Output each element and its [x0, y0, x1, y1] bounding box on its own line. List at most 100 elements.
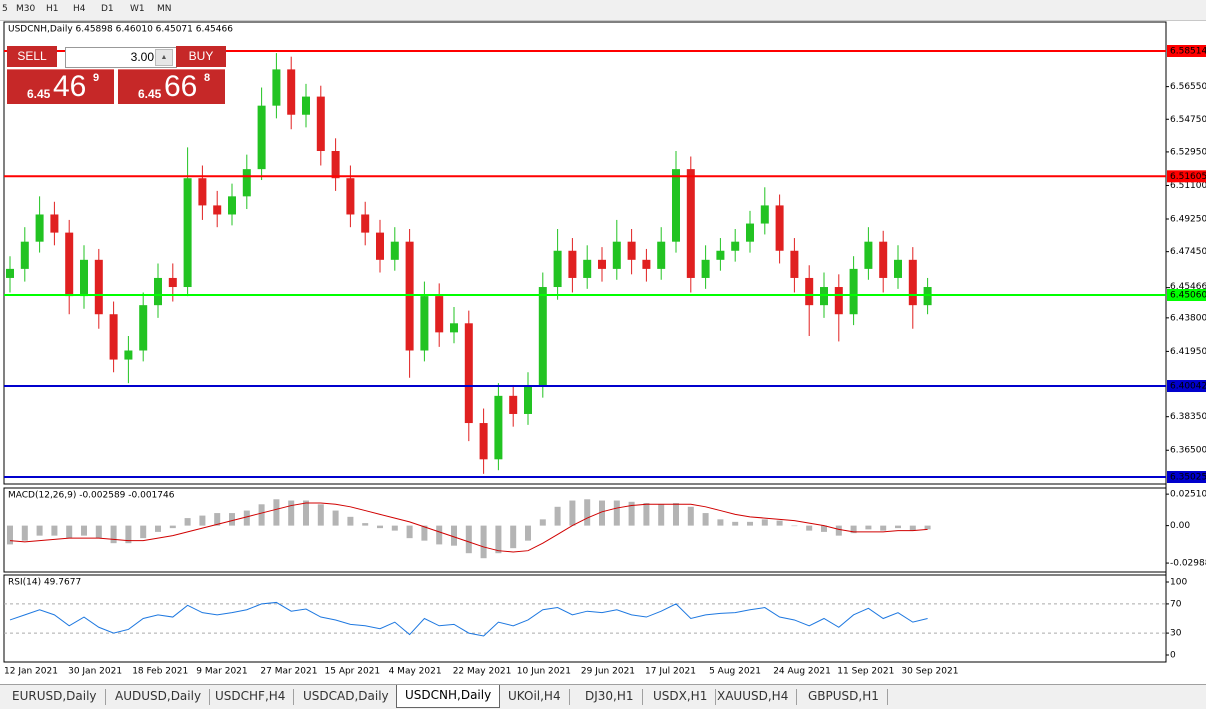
level-tag: [1167, 170, 1206, 183]
macd-bar: [850, 525, 857, 534]
macd-bar: [377, 525, 383, 529]
level-tag: [1167, 380, 1206, 393]
chart-tab[interactable]: USDCNH,Daily: [396, 685, 501, 708]
candle-body: [124, 350, 133, 360]
candle-body: [331, 151, 340, 179]
level-label: 6.45060: [1170, 291, 1206, 301]
price-pips: 46: [53, 70, 87, 103]
sell-button[interactable]: SELL: [7, 46, 57, 67]
macd-bar: [643, 503, 650, 526]
volume: 3.00: [130, 50, 154, 64]
timeframe-button[interactable]: W1: [130, 4, 145, 14]
macd-bar: [895, 525, 901, 529]
buy-price[interactable]: 6.45 66 8: [118, 69, 225, 104]
macd-bar: [732, 521, 739, 526]
macd-bar: [273, 499, 280, 526]
signal-line: [9, 502, 928, 553]
macd-bar: [7, 525, 13, 545]
macd-bar: [214, 513, 221, 526]
timeframe-button[interactable]: D1: [101, 4, 114, 14]
candle-body: [228, 196, 236, 215]
macd-bar: [110, 525, 117, 544]
timeframe-button[interactable]: H1: [46, 4, 59, 14]
y-tick-label: 6.38350: [1170, 412, 1206, 422]
candle-body: [6, 268, 14, 278]
level-tag: [1167, 289, 1206, 302]
chart-tab[interactable]: USDX,H1: [645, 689, 717, 705]
y-tick-label: 6.51100: [1170, 181, 1206, 191]
chart-tab[interactable]: AUDUSD,Daily: [107, 689, 211, 705]
candle-body: [361, 214, 370, 233]
candle-body: [257, 105, 266, 170]
macd-bar: [362, 523, 369, 526]
macd-bar: [81, 525, 87, 536]
candle-body: [627, 241, 636, 260]
macd-bar: [747, 521, 753, 526]
macd-bar: [776, 520, 783, 526]
chart-tab[interactable]: GBPUSD,H1: [800, 689, 888, 705]
chart-tab[interactable]: UKOil,H4: [500, 689, 570, 705]
macd-bar: [539, 519, 546, 526]
macd-bar: [21, 525, 28, 541]
chart-tab[interactable]: EURUSD,Daily: [4, 689, 106, 705]
pane-title: USDCNH,Daily 6.45898 6.46010 6.45071 6.4…: [8, 25, 233, 35]
x-tick-label: 4 May 2021: [389, 667, 442, 677]
candle-body: [479, 423, 488, 460]
rsi-line: [9, 601, 928, 637]
candle-body: [598, 259, 606, 269]
timeframe-button[interactable]: 5: [2, 4, 8, 14]
macd-bar: [599, 500, 605, 526]
candle-body: [272, 69, 281, 106]
y-tick-label: 6.49250: [1170, 215, 1206, 225]
chart-tab[interactable]: USDCAD,Daily: [295, 689, 398, 705]
candle-body: [346, 178, 355, 215]
y-tick-label: 6.52950: [1170, 147, 1206, 157]
level-tag: [1167, 44, 1206, 57]
macd-bar: [495, 525, 502, 554]
candle-body: [642, 259, 651, 269]
candle-body: [464, 323, 473, 424]
macd-bar: [451, 525, 457, 546]
sell-price[interactable]: 6.45 46 9: [7, 69, 114, 104]
macd-bar: [406, 525, 413, 539]
candle-body: [657, 241, 666, 269]
candle-body: [316, 96, 325, 152]
timeframe-button[interactable]: MN: [157, 4, 172, 14]
chart-tab[interactable]: USDCHF,H4: [207, 689, 295, 705]
y-tick-label: -0.02988: [1170, 559, 1206, 569]
candle-body: [94, 259, 103, 315]
candle-body: [923, 287, 932, 306]
candle-body: [805, 277, 814, 306]
chart-tab[interactable]: XAUUSD,H4: [709, 689, 798, 705]
volume-up[interactable]: ▲: [155, 49, 173, 66]
level-label: 6.40042: [1170, 382, 1206, 392]
chart-tabs: EURUSD,Daily AUDUSD,Daily USDCHF,H4 USDCAD,…: [0, 684, 1206, 709]
macd-bar: [317, 504, 324, 526]
y-tick-label: 6.41950: [1170, 347, 1206, 357]
macd-bar: [51, 525, 58, 536]
buy-button[interactable]: BUY: [176, 46, 226, 67]
candle-body: [109, 314, 118, 360]
x-tick-label: 24 Aug 2021: [773, 667, 831, 677]
macd-bar: [702, 513, 709, 526]
macd-bar: [821, 525, 827, 532]
candle-body: [820, 287, 828, 306]
chart-tab[interactable]: DJ30,H1: [577, 689, 643, 705]
candle-body: [612, 241, 621, 269]
candle-body: [894, 259, 902, 278]
macd-bar: [687, 506, 694, 526]
volume-input[interactable]: 3.00: [65, 47, 177, 68]
candle-body: [20, 241, 29, 269]
candle-body: [420, 296, 429, 351]
timeframe-button[interactable]: M30: [16, 4, 36, 14]
timeframe-button[interactable]: H4: [73, 4, 86, 14]
macd-bar: [465, 525, 472, 554]
candle-body: [242, 169, 251, 197]
y-tick-label: 6.43800: [1170, 313, 1206, 323]
x-tick-label: 30 Jan 2021: [68, 667, 122, 677]
x-tick-label: 27 Mar 2021: [260, 667, 317, 677]
macd-bar: [613, 500, 620, 526]
macd-bar: [791, 525, 798, 527]
